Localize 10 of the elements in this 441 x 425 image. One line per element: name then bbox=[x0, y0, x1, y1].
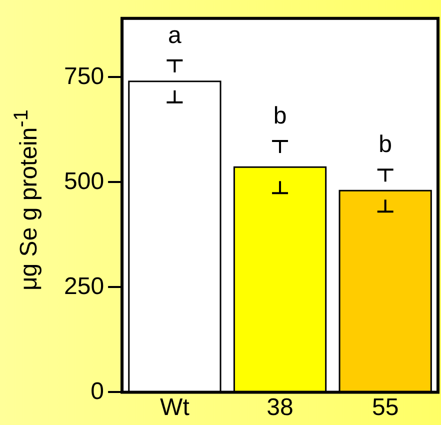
y-tick-label: 0 bbox=[90, 378, 104, 405]
y-tick-label: 500 bbox=[64, 168, 104, 195]
y-tick-label: 250 bbox=[64, 272, 104, 300]
x-tick-label: Wt bbox=[160, 394, 190, 422]
annotation: a bbox=[168, 22, 182, 50]
annotation: b bbox=[378, 131, 392, 158]
y-tick-label: 750 bbox=[64, 62, 104, 90]
x-tick-label: 38 bbox=[266, 394, 294, 422]
x-tick-label: 55 bbox=[372, 394, 399, 422]
annotation: b bbox=[273, 102, 287, 130]
